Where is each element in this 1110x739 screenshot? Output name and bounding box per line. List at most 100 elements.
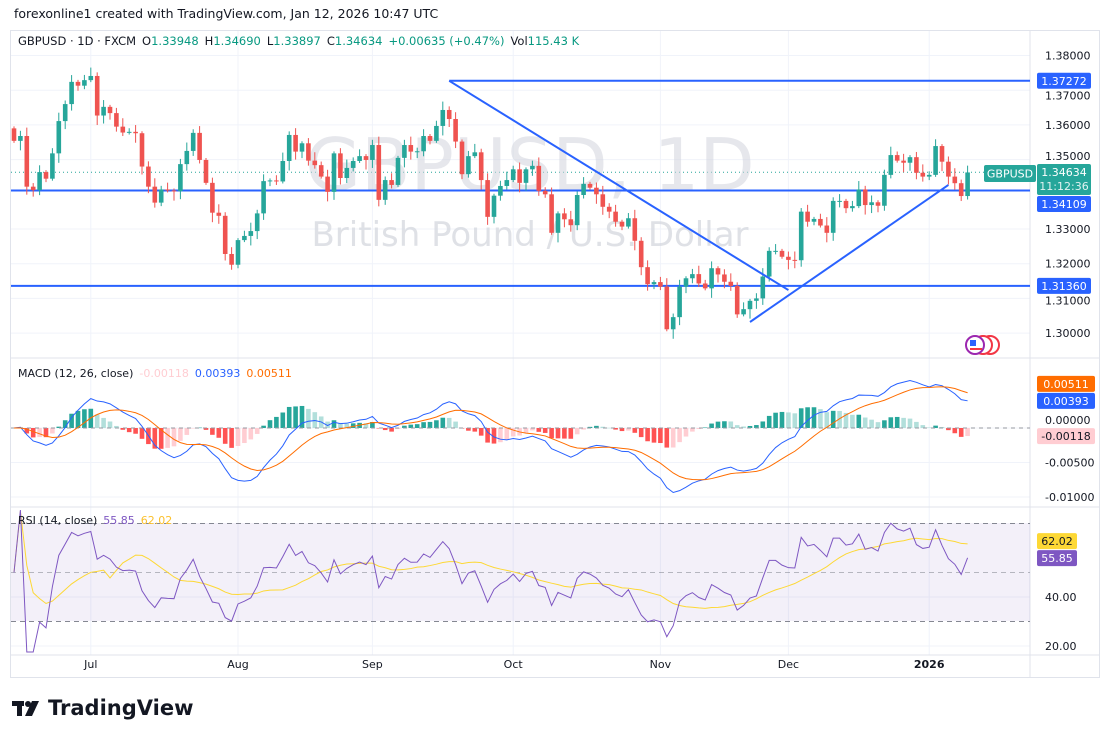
candle[interactable] — [523, 167, 529, 191]
candle[interactable] — [690, 268, 695, 284]
candle[interactable] — [946, 156, 951, 185]
candle[interactable] — [197, 126, 202, 164]
candle[interactable] — [798, 208, 804, 267]
candle[interactable] — [165, 182, 170, 193]
candle[interactable] — [344, 159, 350, 183]
candle[interactable] — [338, 148, 343, 185]
candle[interactable] — [805, 204, 810, 227]
candle[interactable] — [843, 198, 849, 214]
candle[interactable] — [421, 129, 426, 157]
candle[interactable] — [530, 160, 535, 176]
candle[interactable] — [235, 238, 241, 269]
candle[interactable] — [331, 151, 337, 200]
candle[interactable] — [414, 147, 420, 159]
candle[interactable] — [402, 139, 407, 168]
candle[interactable] — [926, 171, 932, 181]
candle[interactable] — [357, 149, 362, 163]
candle[interactable] — [549, 187, 554, 235]
candle[interactable] — [222, 212, 228, 261]
candle[interactable] — [510, 165, 516, 183]
candle[interactable] — [434, 120, 439, 143]
candle[interactable] — [318, 161, 324, 179]
candle[interactable] — [875, 200, 881, 213]
candle[interactable] — [824, 217, 830, 243]
candle[interactable] — [248, 222, 254, 246]
candle[interactable] — [696, 265, 702, 287]
candle[interactable] — [562, 208, 567, 228]
candle[interactable] — [670, 313, 676, 339]
candle[interactable] — [101, 100, 106, 124]
candle[interactable] — [158, 185, 164, 207]
candle[interactable] — [69, 75, 74, 111]
candle[interactable] — [184, 142, 190, 171]
candle[interactable] — [722, 269, 727, 289]
candle[interactable] — [203, 157, 209, 185]
candle[interactable] — [363, 154, 369, 170]
candle[interactable] — [613, 204, 618, 227]
candle[interactable] — [43, 170, 49, 183]
candle[interactable] — [210, 177, 215, 223]
candle[interactable] — [126, 128, 132, 135]
candle[interactable] — [453, 112, 458, 149]
candle[interactable] — [440, 101, 446, 136]
candle[interactable] — [677, 279, 682, 326]
macd-legend[interactable]: MACD (12, 26, close) -0.00118 0.00393 0.… — [18, 367, 292, 380]
candle[interactable] — [632, 209, 638, 251]
candle[interactable] — [786, 251, 791, 270]
candle[interactable] — [491, 193, 497, 224]
candle[interactable] — [542, 187, 548, 198]
candle[interactable] — [24, 127, 30, 195]
candle[interactable] — [376, 136, 382, 207]
candle[interactable] — [30, 183, 36, 197]
candle[interactable] — [683, 276, 689, 294]
symbol-info[interactable]: GBPUSD · 1D · FXCM — [18, 34, 137, 48]
candle[interactable] — [11, 126, 17, 143]
symbol-legend[interactable]: GBPUSD · 1D · FXCM O1.33948 H1.34690 L1.… — [18, 34, 579, 48]
candle[interactable] — [427, 134, 433, 145]
candle[interactable] — [581, 177, 586, 199]
candle[interactable] — [594, 182, 599, 204]
candle[interactable] — [504, 171, 510, 190]
candle[interactable] — [133, 125, 138, 143]
tradingview-logo[interactable]: TradingView — [12, 696, 193, 720]
candle[interactable] — [370, 139, 375, 168]
candle[interactable] — [56, 112, 62, 163]
candle[interactable] — [952, 168, 958, 190]
candle[interactable] — [408, 136, 414, 160]
candle[interactable] — [82, 74, 87, 90]
candle[interactable] — [818, 213, 823, 228]
candle[interactable] — [466, 150, 471, 178]
candle[interactable] — [75, 79, 81, 91]
candle[interactable] — [171, 188, 177, 201]
candle[interactable] — [178, 158, 183, 200]
candle[interactable] — [267, 178, 273, 187]
candle[interactable] — [254, 209, 260, 240]
candle[interactable] — [94, 72, 100, 126]
candle[interactable] — [485, 173, 490, 225]
candle[interactable] — [933, 139, 938, 177]
candle[interactable] — [568, 210, 574, 232]
candle[interactable] — [146, 161, 151, 194]
candle[interactable] — [446, 106, 452, 128]
candle[interactable] — [811, 216, 817, 226]
candle[interactable] — [274, 175, 279, 185]
candle[interactable] — [325, 169, 330, 202]
candle[interactable] — [862, 185, 868, 215]
candle[interactable] — [715, 266, 721, 283]
candle[interactable] — [702, 279, 708, 291]
trendline[interactable] — [749, 184, 949, 323]
candle[interactable] — [837, 194, 842, 208]
candle[interactable] — [62, 100, 68, 130]
candle[interactable] — [709, 261, 714, 298]
candle[interactable] — [779, 248, 785, 259]
candle[interactable] — [107, 104, 113, 120]
candle[interactable] — [555, 211, 561, 243]
candle[interactable] — [664, 278, 670, 332]
candle[interactable] — [190, 129, 196, 156]
time-axis[interactable]: Jul Aug Sep Oct Nov Dec 2026 — [83, 658, 945, 671]
candle[interactable] — [114, 107, 119, 132]
candle[interactable] — [472, 143, 478, 159]
candle[interactable] — [958, 179, 964, 202]
candle[interactable] — [728, 273, 734, 291]
candle[interactable] — [651, 280, 657, 290]
